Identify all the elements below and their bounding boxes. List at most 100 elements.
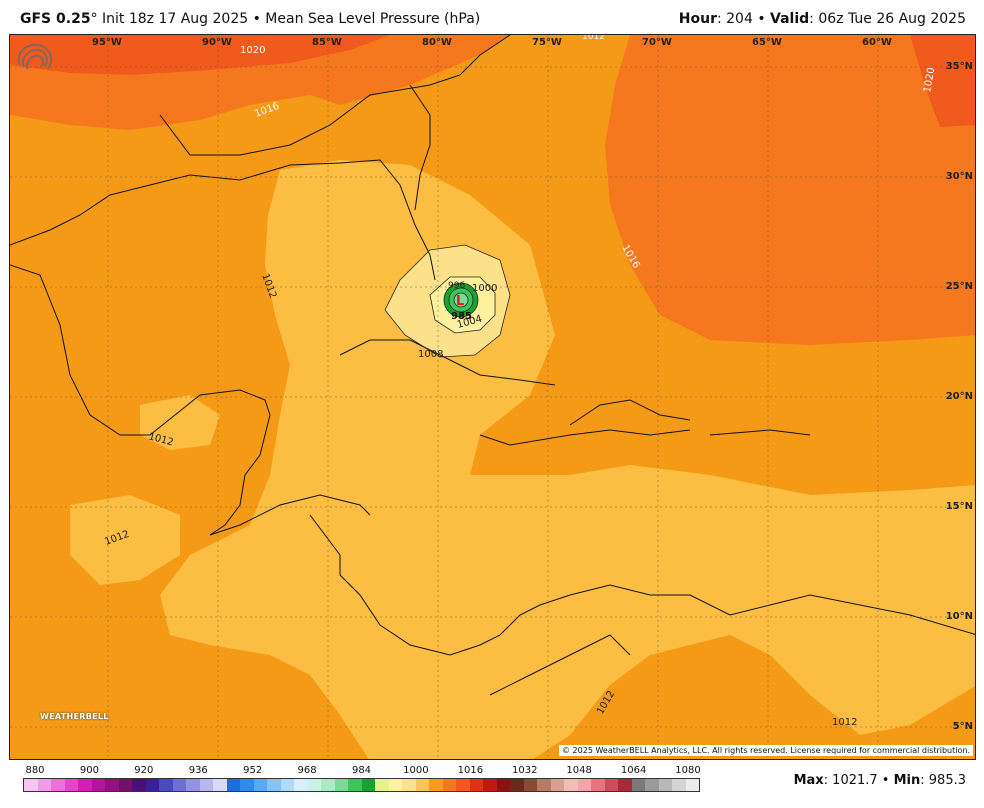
colorbar-swatch — [199, 779, 213, 791]
lat-label-30n: 30°N — [945, 171, 973, 182]
colorbar-swatch — [321, 779, 335, 791]
colorbar-tick-label: 984 — [351, 765, 372, 776]
colorbar-tick-label: 900 — [79, 765, 99, 776]
colorbar-swatch — [361, 779, 375, 791]
colorbar-swatch — [334, 779, 348, 791]
colorbar-swatch — [645, 779, 659, 791]
colorbar-swatch — [37, 779, 51, 791]
colorbar-swatch — [51, 779, 65, 791]
colorbar-swatch — [24, 779, 38, 791]
lat-label-20n: 20°N — [945, 391, 973, 402]
colorbar-tick-label: 1032 — [512, 765, 538, 776]
colorbar-swatch — [213, 779, 227, 791]
low-pressure-value: 985 — [451, 311, 472, 322]
colorbar-tick-label: 968 — [297, 765, 317, 776]
lat-label-5n: 5°N — [952, 721, 973, 732]
colorbar-swatch — [456, 779, 470, 791]
model-name: GFS 0.25 — [20, 11, 91, 27]
colorbar-swatch — [64, 779, 78, 791]
header: GFS 0.25° Init 18z 17 Aug 2025 • Mean Se… — [0, 0, 984, 34]
pressure-colorbar — [23, 778, 700, 792]
colorbar-tick-label: 1048 — [566, 765, 592, 776]
pressure-map: 1020 1016 1012 1016 1020 1012 1012 1008 … — [9, 34, 976, 760]
colorbar-swatch — [78, 779, 92, 791]
colorbar-swatch — [658, 779, 672, 791]
copyright-notice: © 2025 WeatherBELL Analytics, LLC. All r… — [559, 745, 973, 756]
colorbar-swatch — [267, 779, 281, 791]
colorbar-swatch — [253, 779, 267, 791]
colorbar-tick-label: 952 — [243, 765, 263, 776]
weatherbell-logo — [17, 43, 53, 70]
colorbar-swatch — [307, 779, 321, 791]
contour-label: 1020 — [240, 45, 265, 56]
colorbar-swatch — [672, 779, 686, 791]
colorbar-swatch — [591, 779, 605, 791]
lon-label-70w: 70°W — [642, 37, 672, 48]
colorbar-swatch — [510, 779, 524, 791]
contour-label: 996 — [448, 281, 465, 291]
colorbar-swatch — [496, 779, 510, 791]
colorbar-swatch — [118, 779, 132, 791]
field-1016-atlantic — [605, 35, 975, 345]
colorbar-swatch — [280, 779, 294, 791]
contour-label: 1012 — [582, 35, 605, 42]
colorbar-swatch — [402, 779, 416, 791]
colorbar-swatch — [604, 779, 618, 791]
colorbar-tick-label: 1080 — [675, 765, 701, 776]
colorbar-swatch — [91, 779, 105, 791]
graticule — [10, 35, 975, 759]
valid-time: Hour: 204 • Valid: 06z Tue 26 Aug 2025 — [679, 11, 966, 27]
colorbar-swatch — [550, 779, 564, 791]
valid-value: : 06z Tue 26 Aug 2025 — [809, 11, 966, 27]
colorbar-swatch — [186, 779, 200, 791]
valid-label: Valid — [770, 11, 810, 27]
colorbar-swatch — [105, 779, 119, 791]
colorbar-swatch — [240, 779, 254, 791]
lon-label-75w: 75°W — [532, 37, 562, 48]
colorbar-swatch — [375, 779, 389, 791]
field-1008-west — [70, 495, 180, 585]
colorbar-tick-label: 1000 — [403, 765, 429, 776]
max-value: : 1021.7 • — [823, 773, 894, 788]
colorbar-tick-label: 1016 — [457, 765, 484, 776]
contour-label: 1012 — [832, 717, 857, 728]
contour-label: 1008 — [418, 349, 443, 360]
lat-label-15n: 15°N — [945, 501, 973, 512]
map-canvas: 1020 1016 1012 1016 1020 1012 1012 1008 … — [10, 35, 975, 759]
field-1008 — [160, 160, 975, 759]
colorbar-swatch — [631, 779, 645, 791]
colorbar-swatch — [145, 779, 159, 791]
contour-label: 1000 — [472, 283, 497, 294]
max-label: Max — [793, 773, 824, 788]
low-center-symbol: L — [456, 294, 464, 309]
colorbar-swatch — [442, 779, 456, 791]
colorbar-tick-label: 920 — [134, 765, 154, 776]
colorbar-tick-label: 880 — [25, 765, 45, 776]
hour-label: Hour — [678, 11, 717, 27]
isobars — [384, 244, 511, 358]
colorbar-swatch — [294, 779, 308, 791]
init-text: Init 18z 17 Aug 2025 • Mean Sea Level Pr… — [97, 11, 481, 27]
colorbar-swatch — [132, 779, 146, 791]
colorbar-swatch — [469, 779, 483, 791]
colorbar-swatch — [618, 779, 632, 791]
map-title: GFS 0.25° Init 18z 17 Aug 2025 • Mean Se… — [20, 11, 480, 27]
colorbar-swatch — [577, 779, 591, 791]
hour-value: : 204 • — [716, 11, 771, 27]
colorbar-swatch — [226, 779, 240, 791]
lat-label-10n: 10°N — [945, 611, 973, 622]
colorbar-swatch — [172, 779, 186, 791]
min-value: : 985.3 — [920, 773, 966, 788]
colorbar-swatch — [685, 779, 699, 791]
colorbar-swatch — [429, 779, 443, 791]
max-min-stats: Max: 1021.7 • Min: 985.3 — [794, 773, 966, 788]
degree-sign: ° — [90, 11, 98, 27]
lat-label-35n: 35°N — [945, 61, 973, 72]
min-label: Min — [893, 773, 921, 788]
lon-label-90w: 90°W — [202, 37, 232, 48]
lat-label-25n: 25°N — [945, 281, 973, 292]
lon-label-60w: 60°W — [862, 37, 892, 48]
lon-label-85w: 85°W — [312, 37, 342, 48]
logo-text: WEATHERBELL — [40, 712, 109, 721]
colorbar-swatch — [564, 779, 578, 791]
